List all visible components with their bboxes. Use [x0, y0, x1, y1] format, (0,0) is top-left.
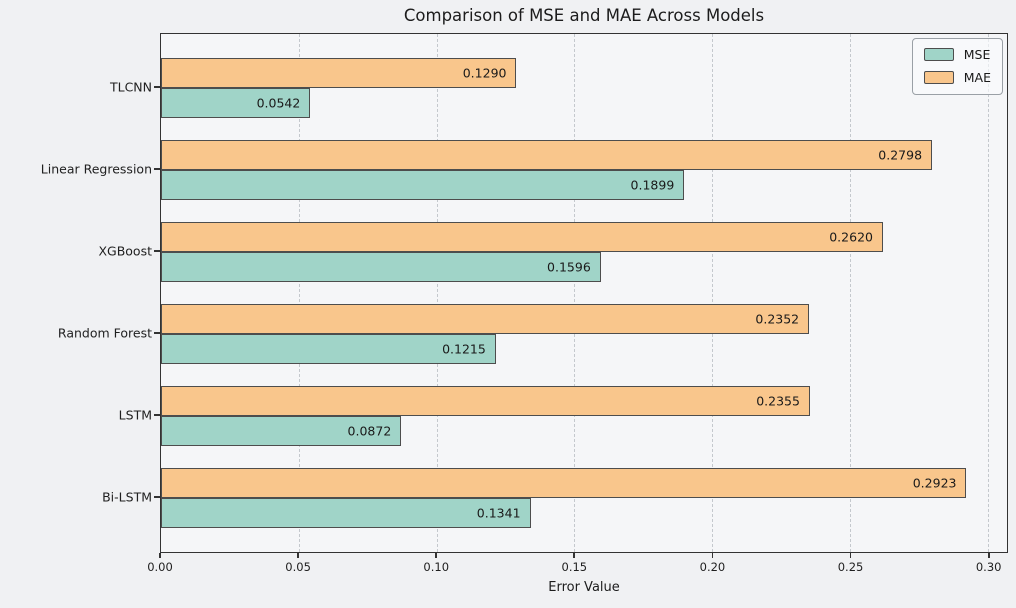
bar-mse-xgboost: 0.1596 [161, 252, 601, 282]
bar-mse-linear-regression: 0.1899 [161, 170, 685, 200]
bar-value-label: 0.2355 [756, 393, 800, 409]
legend-label-mse: MSE [963, 47, 991, 62]
legend-item-mse: MSE [923, 47, 991, 62]
legend-swatch-mae-icon [923, 71, 954, 84]
x-tick-label-0.05: 0.05 [285, 560, 311, 574]
bars-layer: 0.1290 0.0542 0.2798 0.1899 0.2620 0.1596 0.23… [161, 34, 1007, 528]
y-tick-mark [154, 332, 160, 334]
x-tick-label-0.00: 0.00 [147, 560, 173, 574]
x-tick-label-0.30: 0.30 [975, 560, 1002, 574]
x-tick-label-0.15: 0.15 [561, 560, 588, 574]
x-axis-label: Error Value [548, 580, 620, 595]
y-tick-label-random-forest: Random Forest [57, 325, 152, 341]
y-tick-label-bi-lstm: Bi-LSTM [102, 489, 152, 505]
bar-mse-tlcnn: 0.0542 [161, 88, 311, 118]
x-tick-mark [159, 553, 161, 558]
gridline [436, 34, 438, 552]
legend-label-mae: MAE [963, 70, 991, 85]
x-tick-mark [987, 553, 990, 558]
bar-value-label: 0.1899 [630, 177, 675, 193]
gridline [298, 34, 300, 552]
x-tick-mark [435, 553, 438, 558]
bar-mae-xgboost: 0.2620 [161, 222, 883, 252]
bar-group-tlcnn: 0.1290 0.0542 [161, 58, 1007, 118]
gridline [574, 34, 576, 552]
bar-mae-linear-regression: 0.2798 [161, 140, 933, 170]
gridline [849, 34, 851, 552]
bar-group-random-forest: 0.2352 0.1215 [161, 304, 1007, 364]
bar-group-linear-regression: 0.2798 0.1899 [161, 140, 1007, 200]
x-tick-mark [297, 553, 299, 558]
y-tick-label-tlcnn: TLCNN [109, 79, 152, 95]
bar-value-label: 0.0542 [256, 95, 301, 111]
bar-mae-random-forest: 0.2352 [161, 304, 810, 334]
x-tick-mark [711, 553, 714, 558]
y-tick-label-linear-regression: Linear Regression [40, 161, 152, 177]
bar-mae-bi-lstm: 0.2923 [161, 468, 967, 498]
bar-mae-lstm: 0.2355 [161, 386, 810, 416]
legend: MSE MAE [911, 38, 1003, 95]
bar-value-label: 0.1215 [442, 341, 486, 357]
gridline [712, 34, 714, 552]
bar-value-label: 0.2923 [912, 475, 957, 491]
x-tick-mark [849, 553, 852, 558]
chart-title: Comparison of MSE and MAE Across Models [403, 6, 765, 25]
bar-value-label: 0.1596 [547, 259, 591, 275]
bar-group-lstm: 0.2355 0.0872 [161, 386, 1007, 446]
bar-value-label: 0.2352 [755, 311, 800, 327]
plot-area: 0.1290 0.0542 0.2798 0.1899 0.2620 0.1596 0.23… [160, 33, 1008, 553]
bar-group-bi-lstm: 0.2923 0.1341 [161, 468, 1007, 528]
bar-value-label: 0.1341 [476, 505, 521, 521]
y-tick-mark [154, 168, 160, 170]
y-tick-mark [154, 250, 160, 252]
bar-mse-bi-lstm: 0.1341 [161, 498, 531, 528]
y-tick-mark [154, 414, 160, 416]
x-tick-label-0.25: 0.25 [837, 560, 864, 574]
bar-group-xgboost: 0.2620 0.1596 [161, 222, 1007, 282]
legend-swatch-mse-icon [923, 48, 954, 61]
bar-mse-lstm: 0.0872 [161, 416, 402, 446]
bar-value-label: 0.0872 [347, 423, 392, 439]
x-tick-label-0.10: 0.10 [423, 560, 450, 574]
gridline [987, 34, 989, 552]
bar-value-label: 0.2620 [829, 229, 873, 245]
y-tick-label-xgboost: XGBoost [98, 243, 152, 259]
legend-item-mae: MAE [923, 70, 991, 85]
bar-mse-random-forest: 0.1215 [161, 334, 496, 364]
y-tick-mark [154, 86, 160, 88]
y-tick-label-lstm: LSTM [118, 407, 152, 423]
y-tick-mark [154, 496, 160, 498]
bar-value-label: 0.1290 [462, 65, 507, 81]
x-tick-mark [573, 553, 576, 558]
bar-value-label: 0.2798 [878, 147, 923, 163]
x-tick-label-0.20: 0.20 [699, 560, 726, 574]
bar-mae-tlcnn: 0.1290 [161, 58, 517, 88]
